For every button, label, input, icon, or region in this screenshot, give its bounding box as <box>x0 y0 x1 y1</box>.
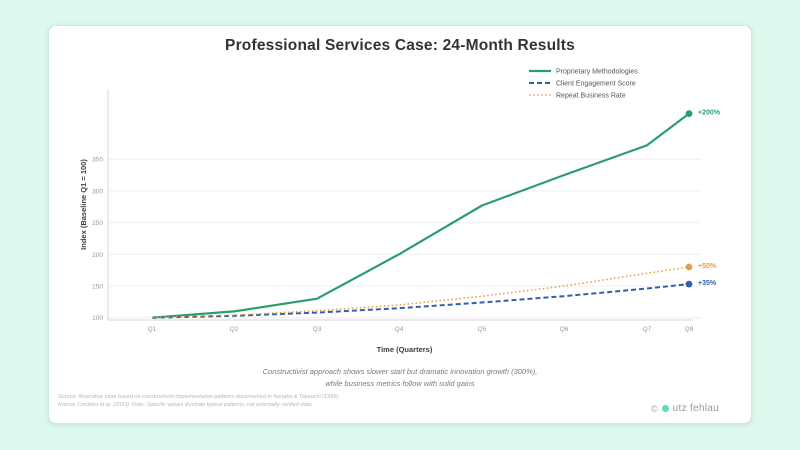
series-line <box>151 266 690 319</box>
chart-card: Professional Services Case: 24-Month Res… <box>48 25 752 424</box>
chart-title: Professional Services Case: 24-Month Res… <box>225 37 575 54</box>
line-chart: 100 150 200 250 300 350 Q1 Q2 Q3 Q4 Q5 Q6 Q7 Q8 Time (… <box>79 69 721 355</box>
series-end-label: +35% <box>698 280 717 287</box>
y-tick-label: 200 <box>92 252 103 259</box>
series-end-marker <box>685 263 693 271</box>
y-tick-label: 350 <box>92 157 103 164</box>
y-tick-label: 100 <box>92 315 103 322</box>
series-line <box>151 283 690 319</box>
annotation-line-2: while business metrics follow with solid… <box>325 378 475 388</box>
legend-label: Repeat Business Rate <box>556 93 626 100</box>
x-tick-label: Q3 <box>313 326 322 333</box>
brand-dot-icon <box>661 405 669 412</box>
brand-watermark: © utz fehlau <box>651 403 719 414</box>
series-line <box>151 112 690 319</box>
y-tick-label: 250 <box>92 220 103 227</box>
y-tick-label: 300 <box>92 188 103 195</box>
series-end-label: +50% <box>698 263 717 270</box>
y-axis-title: Index (Baseline Q1 = 100) <box>79 159 88 250</box>
brand-name: utz fehlau <box>672 403 719 414</box>
legend-label: Client Engagement Score <box>556 81 636 88</box>
series-end-marker <box>685 280 693 288</box>
x-tick-label: Q4 <box>395 326 404 333</box>
y-tick-label: 150 <box>92 284 103 291</box>
series-end-label: +200% <box>698 110 721 117</box>
legend-label: Proprietary Methodologies <box>556 69 638 76</box>
series-end-marker <box>685 110 693 117</box>
source-note: Source: Illustrative case based on const… <box>58 394 340 409</box>
x-tick-label: Q1 <box>148 326 157 333</box>
source-line-1: Source: Illustrative case based on const… <box>58 394 340 400</box>
x-tick-label: Q2 <box>230 326 239 333</box>
x-tick-label: Q7 <box>643 326 652 333</box>
x-axis-title: Time (Quarters) <box>377 345 433 354</box>
x-tick-label: Q5 <box>478 326 487 333</box>
source-line-2: Ramos Cordeiro et al. (2023). Note: Spec… <box>58 401 313 408</box>
chart-annotation: Constructivist approach shows slower sta… <box>49 366 751 389</box>
x-tick-label: Q8 <box>685 326 694 333</box>
x-tick-label: Q6 <box>560 326 569 333</box>
copyright-icon: © <box>650 403 658 414</box>
annotation-line-1: Constructivist approach shows slower sta… <box>262 367 538 376</box>
